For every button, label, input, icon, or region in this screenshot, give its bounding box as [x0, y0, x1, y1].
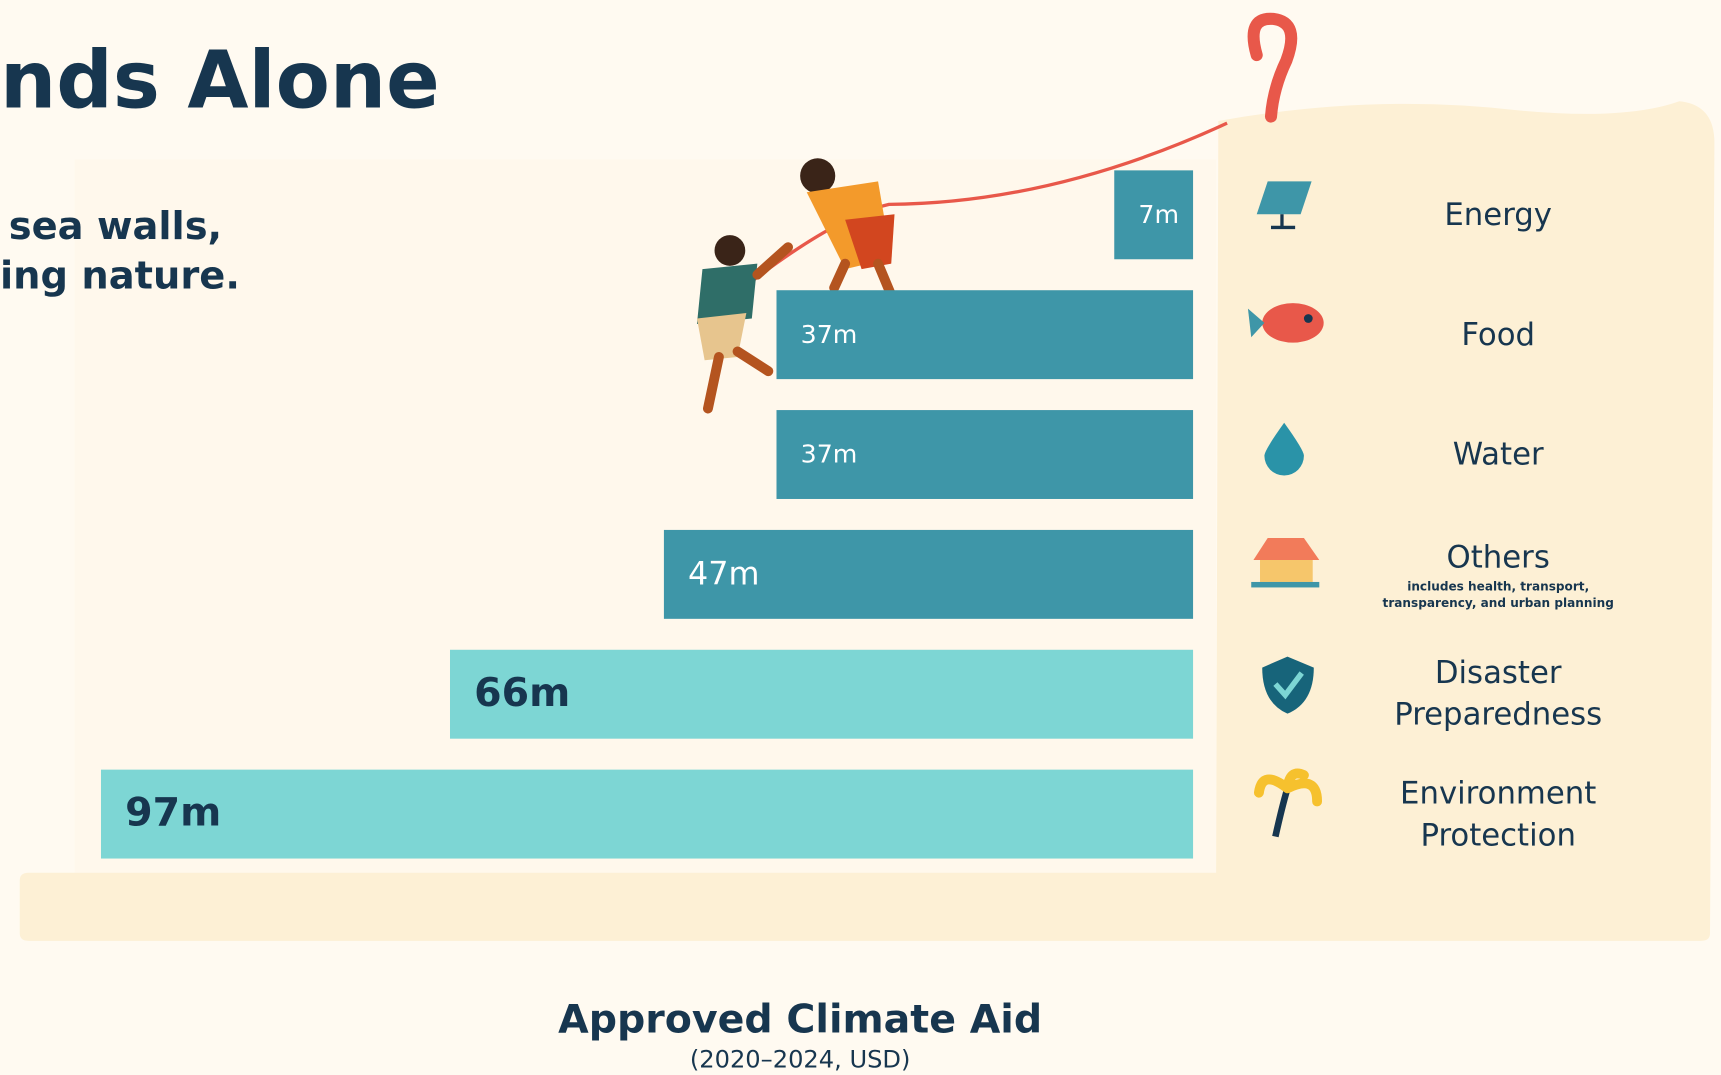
icon-food: [1247, 303, 1324, 343]
subtitle: sea walls,: [9, 204, 222, 249]
value-label: 37m: [801, 320, 858, 349]
question-mark: [1247, 12, 1298, 123]
climbers: [696, 158, 903, 414]
category: Water: [1345, 394, 1652, 515]
category-label-box: Water: [1345, 394, 1652, 515]
category: Others includes health, transport, transp…: [1345, 514, 1652, 635]
bar: [1114, 170, 1194, 260]
bar: [449, 649, 1194, 739]
category-note: includes health, transport, transparency…: [1382, 579, 1614, 611]
category: Environment Protection: [1345, 754, 1652, 875]
plot-area: [74, 159, 1217, 873]
category-label: Environment Protection: [1400, 774, 1597, 853]
category-label: Food: [1461, 315, 1536, 353]
category: Food: [1345, 274, 1652, 395]
bar: [663, 529, 1194, 619]
icon-environment: [1253, 768, 1323, 838]
category-label-box: Food: [1345, 274, 1652, 395]
value-label: 97m: [125, 790, 221, 836]
category-label: Disaster Preparedness: [1394, 654, 1603, 733]
value-label: 37m: [801, 440, 858, 469]
bar: [100, 769, 1194, 859]
category-label-box: Environment Protection: [1345, 754, 1652, 875]
chart-title: nds Alone: [0, 34, 440, 126]
category-label-box: Energy: [1345, 154, 1652, 275]
subtitle: ing nature.: [0, 253, 240, 298]
category-label: Water: [1452, 435, 1544, 473]
axis-title: Approved Climate Aid: [558, 997, 1042, 1043]
axis-subtitle: (2020–2024, USD): [690, 1045, 911, 1073]
bar: [776, 410, 1194, 499]
category-label: Others: [1446, 539, 1550, 576]
icon-others: [1251, 538, 1320, 588]
category: Disaster Preparedness: [1345, 634, 1652, 755]
icon-disaster: [1262, 656, 1314, 714]
icon-water: [1264, 422, 1304, 476]
value-label: 7m: [1138, 200, 1179, 229]
bar: [776, 290, 1194, 380]
category-label-box: Disaster Preparedness: [1345, 634, 1652, 755]
value-label: 47m: [688, 554, 759, 592]
value-label: 66m: [474, 670, 570, 716]
category: Energy: [1345, 154, 1652, 275]
icon-energy: [1256, 181, 1312, 230]
category-label: Energy: [1444, 196, 1552, 233]
